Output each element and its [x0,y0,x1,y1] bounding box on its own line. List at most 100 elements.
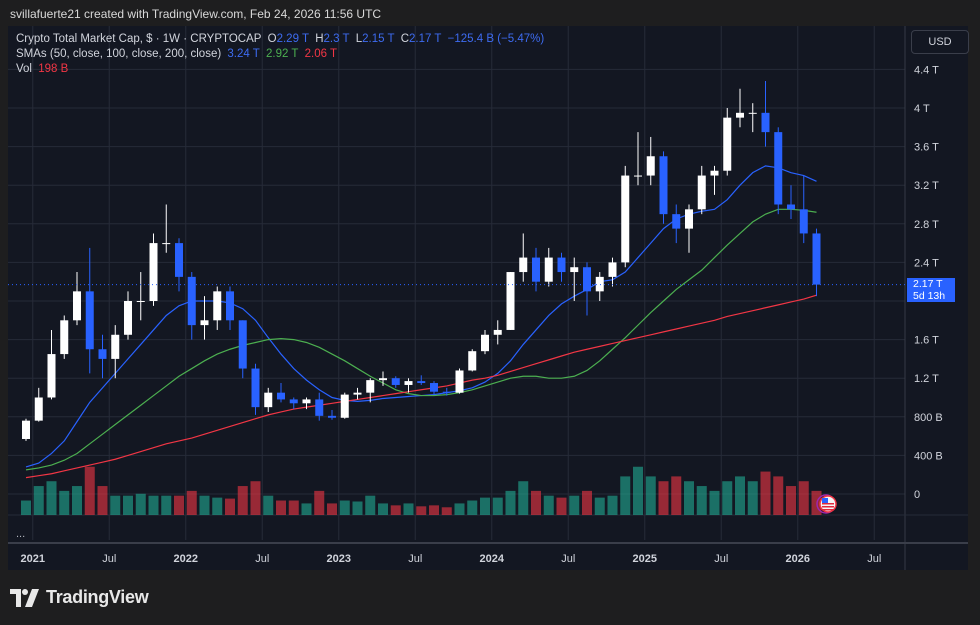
candle [544,247,553,287]
sma-line-sma100 [25,208,817,471]
candle-body [162,243,171,245]
volume-bar [747,481,758,515]
candle [506,272,515,330]
candle-body [315,399,324,416]
volume-bar [620,476,631,515]
volume-bar [403,503,414,515]
volume-bar [365,495,376,515]
volume-bar [21,500,31,515]
chart-legend: Crypto Total Market Cap, $ · 1W · CRYPTO… [16,32,547,77]
candle [468,349,477,372]
candle [34,387,43,422]
candle [22,418,30,441]
candle [710,165,719,195]
volume-bar [174,495,184,515]
tradingview-logo-icon [10,588,39,607]
volume-bar [186,490,197,515]
candle [47,329,56,400]
volume-bar [416,506,427,515]
candle-body [468,351,477,371]
candle-body [812,233,821,285]
legend-symbol-row: Crypto Total Market Cap, $ · 1W · CRYPTO… [16,32,547,47]
candle-body [124,301,132,335]
currency-button[interactable]: USD [911,30,969,54]
y-tick-label: 0 [914,489,920,501]
sma-label[interactable]: SMAs (50, close, 100, close, 200, close) [16,48,222,60]
candle-body [570,267,579,273]
low-label: L [355,33,363,45]
candle-body [187,276,196,326]
volume-bar [773,476,784,515]
volume-bar [327,503,337,515]
candle [557,252,566,282]
flag-stripe [822,506,834,508]
candle-body [621,175,630,263]
sma100-value: 2.92 T [266,48,299,60]
open-value: 2.29 T [276,33,309,45]
candle [404,378,413,393]
volume-bar [786,486,796,515]
candle [761,80,770,147]
candle-body [277,392,285,400]
candle-body [264,392,273,408]
volume-bar [301,503,312,515]
candle-body [340,394,349,418]
candle-body [136,301,145,302]
flag-canton [822,498,828,503]
candle [366,378,375,403]
sma50-value: 3.24 T [227,48,260,60]
candle [697,165,706,215]
candle [238,320,247,379]
bar-countdown: 5d 13h [913,290,946,302]
volume-bar [161,495,172,515]
volume-bar [633,466,643,515]
us-flag-icon[interactable] [816,494,837,514]
candle-body [736,112,744,118]
volume-bar [148,495,159,515]
x-tick-label: Jul [714,553,728,565]
volume-bar [225,498,235,515]
volume-bar [263,495,274,515]
candle-body [646,156,655,176]
y-tick-label: 4.4 T [914,64,939,76]
candle-body [595,276,604,292]
candle-body [289,399,298,404]
close-value: 2.17 T [409,33,442,45]
y-tick-label: 1.6 T [914,335,939,347]
candle-body [391,378,400,385]
candle-body [302,399,311,404]
volume-bar [314,490,325,515]
candle-body [328,415,336,418]
candle [328,410,336,420]
candle-body [532,257,540,282]
y-tick-label: 4 T [914,103,930,115]
volume-bar [237,486,248,515]
x-tick-label: Jul [408,553,422,565]
x-tick-label: 2022 [174,553,198,565]
candle [187,272,196,340]
candle [570,257,579,301]
volume-bar [722,481,733,515]
volume-bar [582,490,592,515]
tradingview-logo[interactable]: TradingView [10,587,149,608]
candle [315,392,324,421]
sma200-value: 2.06 T [304,48,338,60]
candle-body [366,380,375,393]
candle [583,262,591,316]
volume-bar [454,503,465,515]
candle [302,397,311,410]
candle [672,204,681,244]
vol-label[interactable]: Vol [16,63,32,75]
candle [136,272,145,321]
volume-bar [798,481,809,515]
y-tick-label: 800 B [914,412,943,424]
candle [748,103,757,133]
volume-bar [72,486,82,515]
candle [391,376,400,388]
symbol-title[interactable]: Crypto Total Market Cap, $ · 1W · CRYPTO… [16,33,262,45]
vol-value: 198 B [38,63,69,75]
candle [787,185,795,219]
volume-bar [760,471,771,515]
pane-more-button[interactable]: ... [16,528,26,540]
